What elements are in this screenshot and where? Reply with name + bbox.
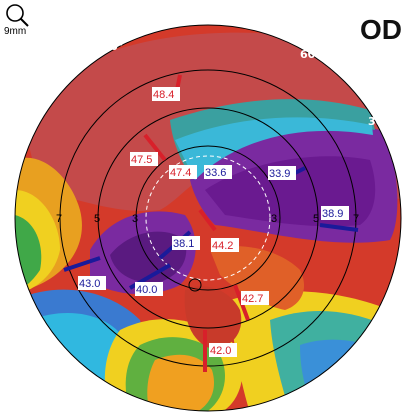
angle-210: 210°	[6, 320, 34, 333]
ring-labels: 7 5 3 3 5 7	[56, 213, 359, 225]
reading-38-9: 38.9	[322, 208, 343, 220]
reading-47-4: 47.4	[170, 167, 191, 179]
reading-47-5: 47.5	[131, 154, 152, 166]
reading-40-0: 40.0	[136, 284, 157, 296]
reading-33-6: 33.6	[205, 167, 226, 179]
distance-rings	[14, 24, 402, 412]
readings: 48.4 47.5 47.4 33.6 33.9 38.9 38.1 44.2 …	[78, 87, 349, 357]
reading-33-9: 33.9	[269, 168, 290, 180]
scale-label: 9mm	[4, 26, 27, 37]
ring-label-5-left: 5	[94, 213, 100, 225]
center-marker	[188, 278, 202, 292]
reading-44-2: 44.2	[212, 240, 233, 252]
ring-label-3-right: 3	[271, 213, 277, 225]
angle-330: 330°	[372, 320, 400, 333]
ring-label-3-left: 3	[132, 213, 138, 225]
angle-300: 300°	[300, 390, 328, 403]
angle-60: 60°	[300, 48, 321, 61]
reading-38-1: 38.1	[173, 238, 194, 250]
angle-30: 30°	[368, 115, 389, 128]
ring-label-7-right: 7	[353, 213, 359, 225]
angle-90: 90°	[195, 6, 216, 19]
reading-48-4: 48.4	[153, 89, 174, 101]
angle-150: 150°	[10, 118, 38, 131]
reading-43-0: 43.0	[79, 278, 100, 290]
angle-240: 240°	[95, 398, 123, 411]
reading-42-7: 42.7	[242, 293, 263, 305]
ring-label-7-left: 7	[56, 213, 62, 225]
magnifier-icon[interactable]	[2, 2, 42, 42]
eye-label: OD	[360, 14, 402, 45]
ring-label-5-right: 5	[313, 213, 319, 225]
angle-120: 120°	[95, 40, 123, 53]
angle-labels: 90° 60° 30° 120° 150° 210° 240° 300° 330…	[6, 6, 400, 411]
reading-42-0: 42.0	[210, 345, 231, 357]
pupil-outline	[145, 155, 271, 281]
